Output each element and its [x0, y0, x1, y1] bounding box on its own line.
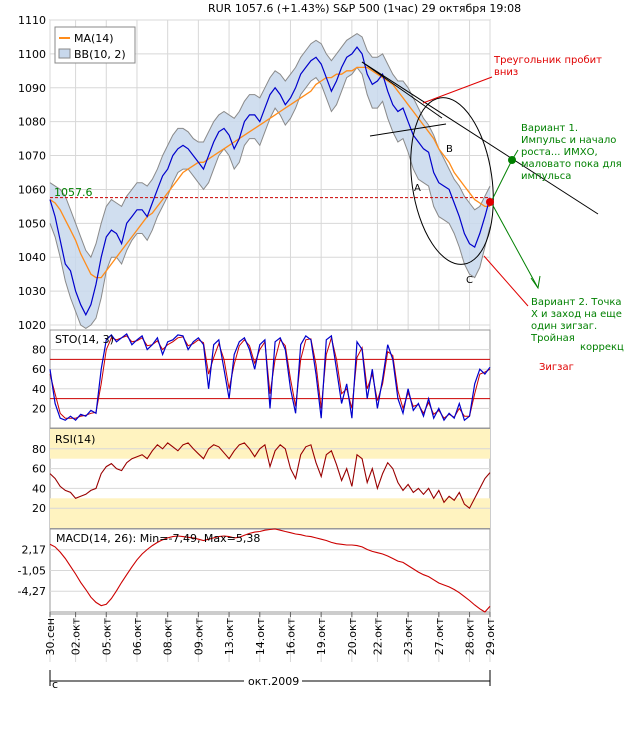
price-tick-label: 1080 [18, 116, 46, 129]
x-tick-label: 16.окт [284, 617, 297, 655]
sto-label: STO(14, 3) [55, 333, 114, 346]
x-tick-label: 13.окт [223, 617, 236, 655]
sto-tick-label: 60 [32, 363, 46, 376]
zigzag-arrow [483, 255, 529, 307]
scale-marker: с [52, 678, 58, 691]
rsi-overbought-band [50, 429, 490, 459]
legend: MA(14) BB(10, 2) [54, 26, 136, 64]
x-tick-label: 08.окт [162, 617, 175, 655]
annotation-line: вниз [494, 67, 518, 78]
sto-panel: 20 40 60 80 [32, 329, 491, 429]
price-tick-label: 1090 [18, 82, 46, 95]
x-tick-label: 14.окт [254, 617, 267, 655]
variant1-annotation: Вариант 1. Импульс и начало роста... ИМХО,… [521, 123, 622, 182]
price-tick-label: 1110 [18, 14, 46, 27]
price-tick-label: 1070 [18, 150, 46, 163]
rsi-line [49, 442, 491, 510]
variant2-tail-annotation: коррекц [580, 342, 624, 353]
point-c-label: C [466, 275, 473, 286]
triangle-lower-line [369, 123, 447, 137]
legend-bb-label: BB(10, 2) [74, 48, 126, 61]
x-tick-label: 19.окт [315, 617, 328, 655]
variant2-arrow [490, 201, 539, 289]
annotation-line: роста... ИМХО, [521, 147, 598, 158]
annotation-line: один зигзаг. [531, 321, 597, 332]
variant2-arrowhead [530, 275, 541, 290]
annotation-line: Тройная [530, 333, 575, 344]
rsi-panel: 20 40 60 80 [32, 428, 491, 529]
rsi-tick-label: 40 [32, 482, 46, 495]
chart-title: RUR 1057.6 (+1.43%) S&P 500 (1час) 29 ок… [208, 2, 521, 15]
x-tick-label: 28.окт [464, 617, 477, 655]
x-tick-label: 09.окт [192, 617, 205, 655]
sto-frame [49, 329, 491, 429]
bollinger-band [50, 33, 490, 329]
sto-tick-label: 20 [32, 402, 46, 415]
point-b-label: B [446, 144, 453, 155]
macd-line [49, 528, 491, 613]
wave-ellipse [410, 97, 494, 265]
x-tick-label: 30.сен [44, 618, 57, 656]
price-line [49, 46, 491, 317]
rsi-tick-label: 60 [32, 463, 46, 476]
legend-ma-label: MA(14) [74, 32, 114, 45]
last-price-label: 1057.6 [54, 186, 93, 199]
rsi-tick-label: 20 [32, 502, 46, 515]
variant1-arrow [490, 159, 513, 203]
annotation-line: Вариант 1. [521, 123, 578, 134]
rsi-label: RSI(14) [55, 433, 95, 446]
triangle-annotation: Треугольник пробит вниз [493, 55, 602, 78]
x-axis: 30.сен 02.окт 05.окт 06.окт 08.окт 09.окт 13.о… [44, 612, 497, 656]
annotation-line: Импульс и начало [521, 135, 616, 146]
triangle-arrow [422, 76, 493, 104]
annotation-line: Треугольник пробит [493, 55, 602, 66]
annotation-drawings: A B C [361, 61, 599, 307]
triangle-side-line [361, 61, 443, 119]
price-tick-label: 1030 [18, 285, 46, 298]
period-bar: с окт.2009 [49, 670, 491, 691]
macd-tick-label: 2,17 [22, 544, 47, 557]
period-label: окт.2009 [248, 675, 299, 688]
price-tick-label: 1100 [18, 48, 46, 61]
macd-tick-label: -4,27 [18, 585, 46, 598]
x-tick-label: 29.окт [484, 617, 497, 655]
annotation-line: импульса [521, 171, 571, 182]
x-tick-label: 23.окт [402, 617, 415, 655]
point-a-label: A [414, 183, 421, 194]
variant1-marker [508, 156, 516, 164]
price-tick-label: 1060 [18, 183, 46, 196]
x-tick-label: 22.окт [371, 617, 384, 655]
x-tick-label: 06.окт [131, 617, 144, 655]
macd-tick-label: -1,05 [18, 564, 46, 577]
annotation-line: Вариант 2. Точка [531, 297, 622, 308]
macd-panel: 2,17 -1,05 -4,27 [18, 528, 491, 613]
triangle-upper-line [361, 61, 599, 215]
price-tick-label: 1050 [18, 217, 46, 230]
legend-bb-swatch [58, 48, 71, 59]
current-price-marker [486, 198, 494, 206]
ma-line [49, 66, 490, 279]
rsi-tick-label: 80 [32, 443, 46, 456]
annotation-line: Х и заход на еще [531, 309, 622, 320]
bollinger-upper-line [49, 33, 491, 259]
annotation-line: маловато пока для [521, 159, 622, 170]
sto-tick-label: 40 [32, 383, 46, 396]
x-tick-label: 02.окт [70, 617, 83, 655]
price-tick-label: 1020 [18, 319, 46, 332]
x-tick-label: 27.окт [433, 617, 446, 655]
x-tick-label: 05.окт [100, 617, 113, 655]
rsi-oversold-band [50, 498, 490, 528]
sto-k-line [49, 332, 491, 422]
sto-tick-label: 80 [32, 344, 46, 357]
zigzag-annotation: Зигзаг [539, 362, 574, 373]
variant2-annotation: Вариант 2. Точка Х и заход на еще один зиг… [530, 297, 622, 344]
price-tick-label: 1040 [18, 251, 46, 264]
x-tick-label: 20.окт [346, 617, 359, 655]
macd-label: MACD(14, 26): Min=-7,49, Max=5,38 [56, 532, 260, 545]
